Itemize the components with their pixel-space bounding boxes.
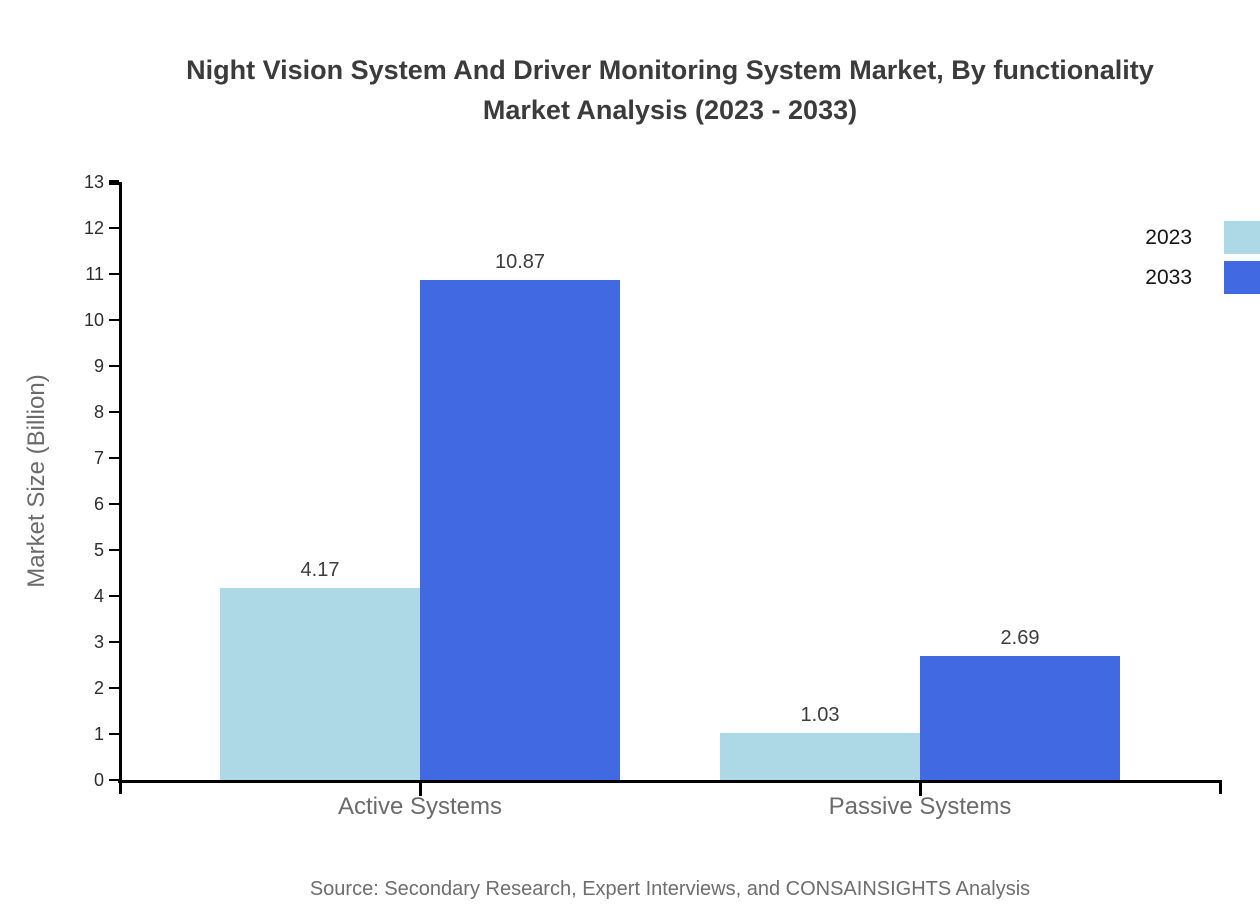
y-tick-mark	[109, 595, 119, 597]
x-category-tick	[418, 780, 422, 796]
y-tick-label: 11	[85, 264, 104, 284]
bar-value-label: 4.17	[300, 559, 340, 582]
y-tick-mark	[109, 411, 119, 413]
y-tick-mark	[109, 273, 119, 275]
y-tick-label: 2	[93, 678, 104, 698]
x-axis-line	[118, 779, 1222, 783]
bar-2023-active-systems	[220, 588, 420, 780]
y-axis-line	[118, 182, 122, 794]
legend-swatch-2033	[1224, 261, 1260, 294]
y-tick-label: 7	[93, 448, 104, 468]
bar-value-label: 2.69	[1000, 627, 1040, 650]
y-tick-mark	[109, 687, 119, 689]
y-tick-label: 12	[83, 218, 104, 238]
y-tick-label: 3	[93, 632, 104, 652]
y-tick-mark	[109, 641, 119, 643]
bar-2033-active-systems	[420, 279, 620, 780]
y-tick-mark	[109, 179, 119, 185]
y-tick-mark	[109, 503, 119, 505]
y-tick-label: 10	[83, 310, 104, 330]
y-tick-label: 0	[93, 770, 104, 790]
x-category-tick	[918, 780, 922, 796]
bar-value-label: 1.03	[800, 703, 840, 726]
y-tick-label: 5	[93, 540, 104, 560]
y-tick-label: 13	[83, 172, 104, 192]
y-tick-label: 6	[93, 494, 104, 514]
y-tick-label: 8	[93, 402, 104, 422]
bar-value-label: 10.87	[494, 250, 546, 273]
x-category-label: Active Systems	[337, 793, 503, 820]
legend-label-2023: 2023	[1145, 225, 1192, 249]
y-tick-mark	[109, 365, 119, 367]
legend-label-2033: 2033	[1145, 265, 1192, 289]
y-tick-mark	[109, 457, 119, 459]
chart-title: Night Vision System And Driver Monitorin…	[80, 50, 1260, 130]
y-tick-mark	[109, 779, 119, 781]
source-note: Source: Secondary Research, Expert Inter…	[309, 878, 1031, 900]
legend-row-2023: 2023	[1004, 221, 1260, 254]
legend-row-2033: 2033	[1004, 261, 1260, 294]
legend: 2023 2033	[1004, 221, 1260, 301]
y-tick-label: 9	[93, 356, 104, 376]
y-tick-mark	[109, 319, 119, 321]
chart-title-line2: Market Analysis (2023 - 2033)	[482, 95, 858, 125]
y-tick-mark	[109, 733, 119, 735]
bar-2023-passive-systems	[720, 732, 920, 780]
legend-swatch-2023	[1224, 221, 1260, 254]
x-category-label: Passive Systems	[828, 793, 1012, 820]
y-tick-mark	[109, 227, 119, 229]
x-axis-end-tick	[1218, 780, 1222, 794]
y-tick-label: 1	[93, 724, 104, 744]
bar-2033-passive-systems	[920, 656, 1120, 780]
chart-title-line1: Night Vision System And Driver Monitorin…	[186, 55, 1154, 85]
y-tick-mark	[109, 549, 119, 551]
y-tick-label: 4	[93, 586, 104, 606]
